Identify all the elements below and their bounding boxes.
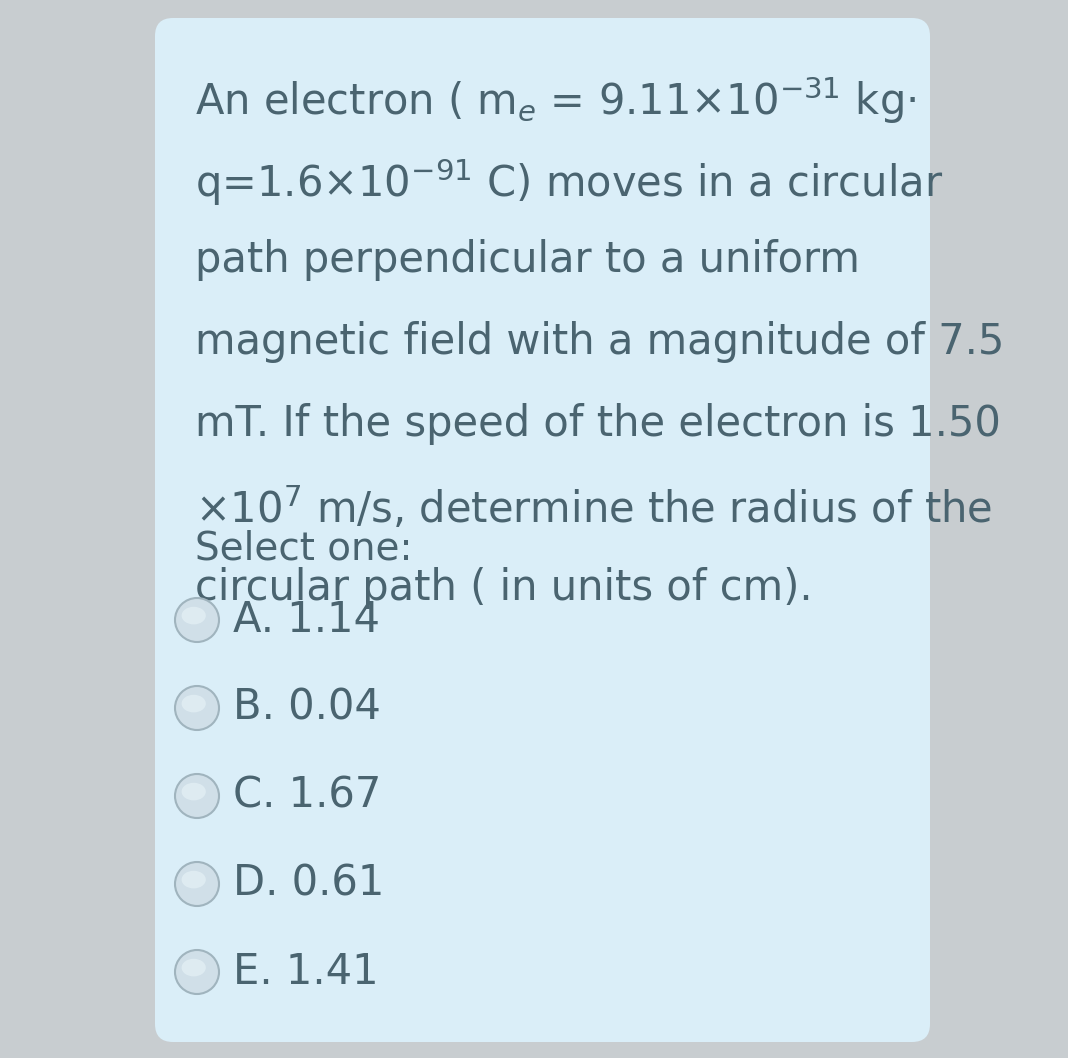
Ellipse shape [182, 607, 206, 624]
Circle shape [175, 686, 219, 730]
Text: Select one:: Select one: [195, 530, 412, 568]
Text: A. 1.14: A. 1.14 [233, 599, 380, 641]
Text: magnetic field with a magnitude of 7.5: magnetic field with a magnitude of 7.5 [195, 321, 1004, 363]
Text: E. 1.41: E. 1.41 [233, 951, 379, 993]
Text: An electron ( m$_{e}$ = 9.11×10$^{-31}$ kg·: An electron ( m$_{e}$ = 9.11×10$^{-31}$ … [195, 75, 916, 127]
Ellipse shape [182, 871, 206, 889]
Ellipse shape [182, 959, 206, 977]
Ellipse shape [182, 695, 206, 712]
Text: circular path ( in units of cm).: circular path ( in units of cm). [195, 567, 813, 609]
Text: ×10$^{7}$ m/s, determine the radius of the: ×10$^{7}$ m/s, determine the radius of t… [195, 485, 992, 532]
Circle shape [175, 774, 219, 818]
Text: C. 1.67: C. 1.67 [233, 776, 381, 817]
Text: mT. If the speed of the electron is 1.50: mT. If the speed of the electron is 1.50 [195, 403, 1001, 445]
Ellipse shape [182, 783, 206, 801]
Text: D. 0.61: D. 0.61 [233, 863, 384, 905]
Circle shape [175, 862, 219, 906]
Circle shape [175, 950, 219, 995]
Text: B. 0.04: B. 0.04 [233, 687, 381, 729]
Text: path perpendicular to a uniform: path perpendicular to a uniform [195, 239, 860, 281]
Text: q=1.6×10$^{-91}$ C) moves in a circular: q=1.6×10$^{-91}$ C) moves in a circular [195, 157, 943, 208]
Circle shape [175, 598, 219, 642]
FancyBboxPatch shape [155, 18, 930, 1042]
